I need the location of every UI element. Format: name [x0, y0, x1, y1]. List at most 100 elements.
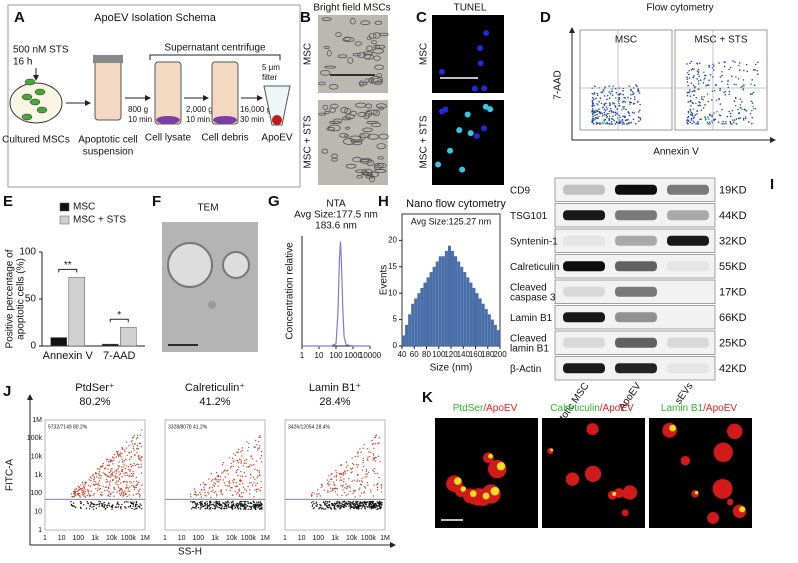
event — [234, 454, 237, 457]
event — [327, 490, 329, 492]
event — [341, 503, 344, 506]
event — [78, 495, 81, 497]
title-part: /ApoEV — [600, 403, 634, 414]
event — [375, 434, 377, 436]
event — [120, 482, 122, 484]
vesicle — [565, 472, 580, 486]
panel-title: Bright field MSCs — [313, 3, 390, 14]
event — [359, 448, 361, 450]
event — [335, 469, 337, 472]
event — [111, 475, 113, 477]
event — [239, 505, 242, 507]
event — [725, 122, 727, 125]
event — [734, 61, 736, 63]
event — [368, 455, 371, 458]
event — [635, 84, 637, 86]
event — [240, 503, 242, 505]
event — [614, 111, 617, 114]
event — [110, 492, 112, 494]
event — [231, 487, 233, 489]
event — [126, 474, 129, 477]
event — [374, 443, 377, 445]
event — [107, 495, 109, 497]
y-tick-label: 50 — [25, 294, 37, 305]
event — [311, 504, 314, 506]
event — [612, 115, 614, 118]
protein-label: Syntenin-1 — [510, 236, 558, 247]
event — [637, 116, 640, 118]
event — [745, 63, 748, 66]
event — [201, 505, 204, 507]
event — [87, 502, 89, 504]
event — [606, 121, 608, 124]
event — [735, 76, 737, 78]
vesicle — [208, 301, 216, 309]
event — [364, 508, 366, 510]
event — [606, 94, 609, 97]
event — [609, 104, 611, 107]
event — [215, 506, 217, 508]
event — [238, 448, 240, 451]
cell — [330, 103, 339, 109]
x-tick-label: 10 — [178, 535, 186, 542]
event — [254, 468, 256, 471]
bar — [451, 250, 455, 346]
event — [253, 482, 255, 484]
event — [216, 475, 219, 477]
cell — [362, 127, 373, 133]
event — [108, 490, 110, 493]
event — [731, 119, 734, 121]
vesicle — [712, 478, 733, 499]
event — [125, 487, 127, 490]
event — [133, 486, 135, 488]
event — [237, 505, 239, 507]
event — [320, 486, 322, 488]
event — [121, 469, 124, 471]
event — [256, 444, 258, 446]
event — [627, 111, 630, 114]
protein-label: lamin B1 — [510, 343, 549, 354]
panel-label: G — [268, 193, 280, 210]
event — [624, 97, 626, 99]
event — [241, 495, 244, 498]
bar — [444, 250, 448, 346]
event — [356, 466, 358, 468]
cell — [355, 102, 367, 108]
event — [375, 456, 377, 459]
event — [107, 464, 110, 467]
event — [622, 115, 624, 118]
panel-label: A — [14, 9, 25, 26]
event — [608, 115, 611, 117]
event — [363, 444, 365, 446]
event — [739, 98, 742, 100]
bar — [487, 314, 491, 346]
x-tick-label: 100 — [192, 535, 204, 542]
event — [196, 502, 199, 505]
event — [694, 90, 696, 92]
event — [631, 111, 634, 114]
event — [374, 456, 376, 459]
event — [692, 84, 695, 87]
event — [80, 502, 83, 504]
bar — [481, 303, 485, 346]
event — [240, 450, 242, 453]
event — [211, 487, 214, 489]
event — [623, 123, 625, 125]
event — [728, 93, 730, 96]
event — [591, 101, 594, 103]
event — [128, 486, 131, 488]
event — [232, 480, 234, 482]
event — [117, 501, 119, 503]
event — [132, 445, 134, 448]
nucleus — [473, 133, 480, 140]
event — [380, 485, 383, 487]
band — [667, 210, 709, 221]
event — [614, 123, 617, 125]
event — [252, 464, 255, 466]
event — [345, 501, 347, 504]
event — [367, 456, 369, 458]
event — [248, 505, 250, 507]
event — [139, 458, 141, 461]
event — [686, 94, 689, 97]
row-label: MSC — [419, 43, 430, 65]
